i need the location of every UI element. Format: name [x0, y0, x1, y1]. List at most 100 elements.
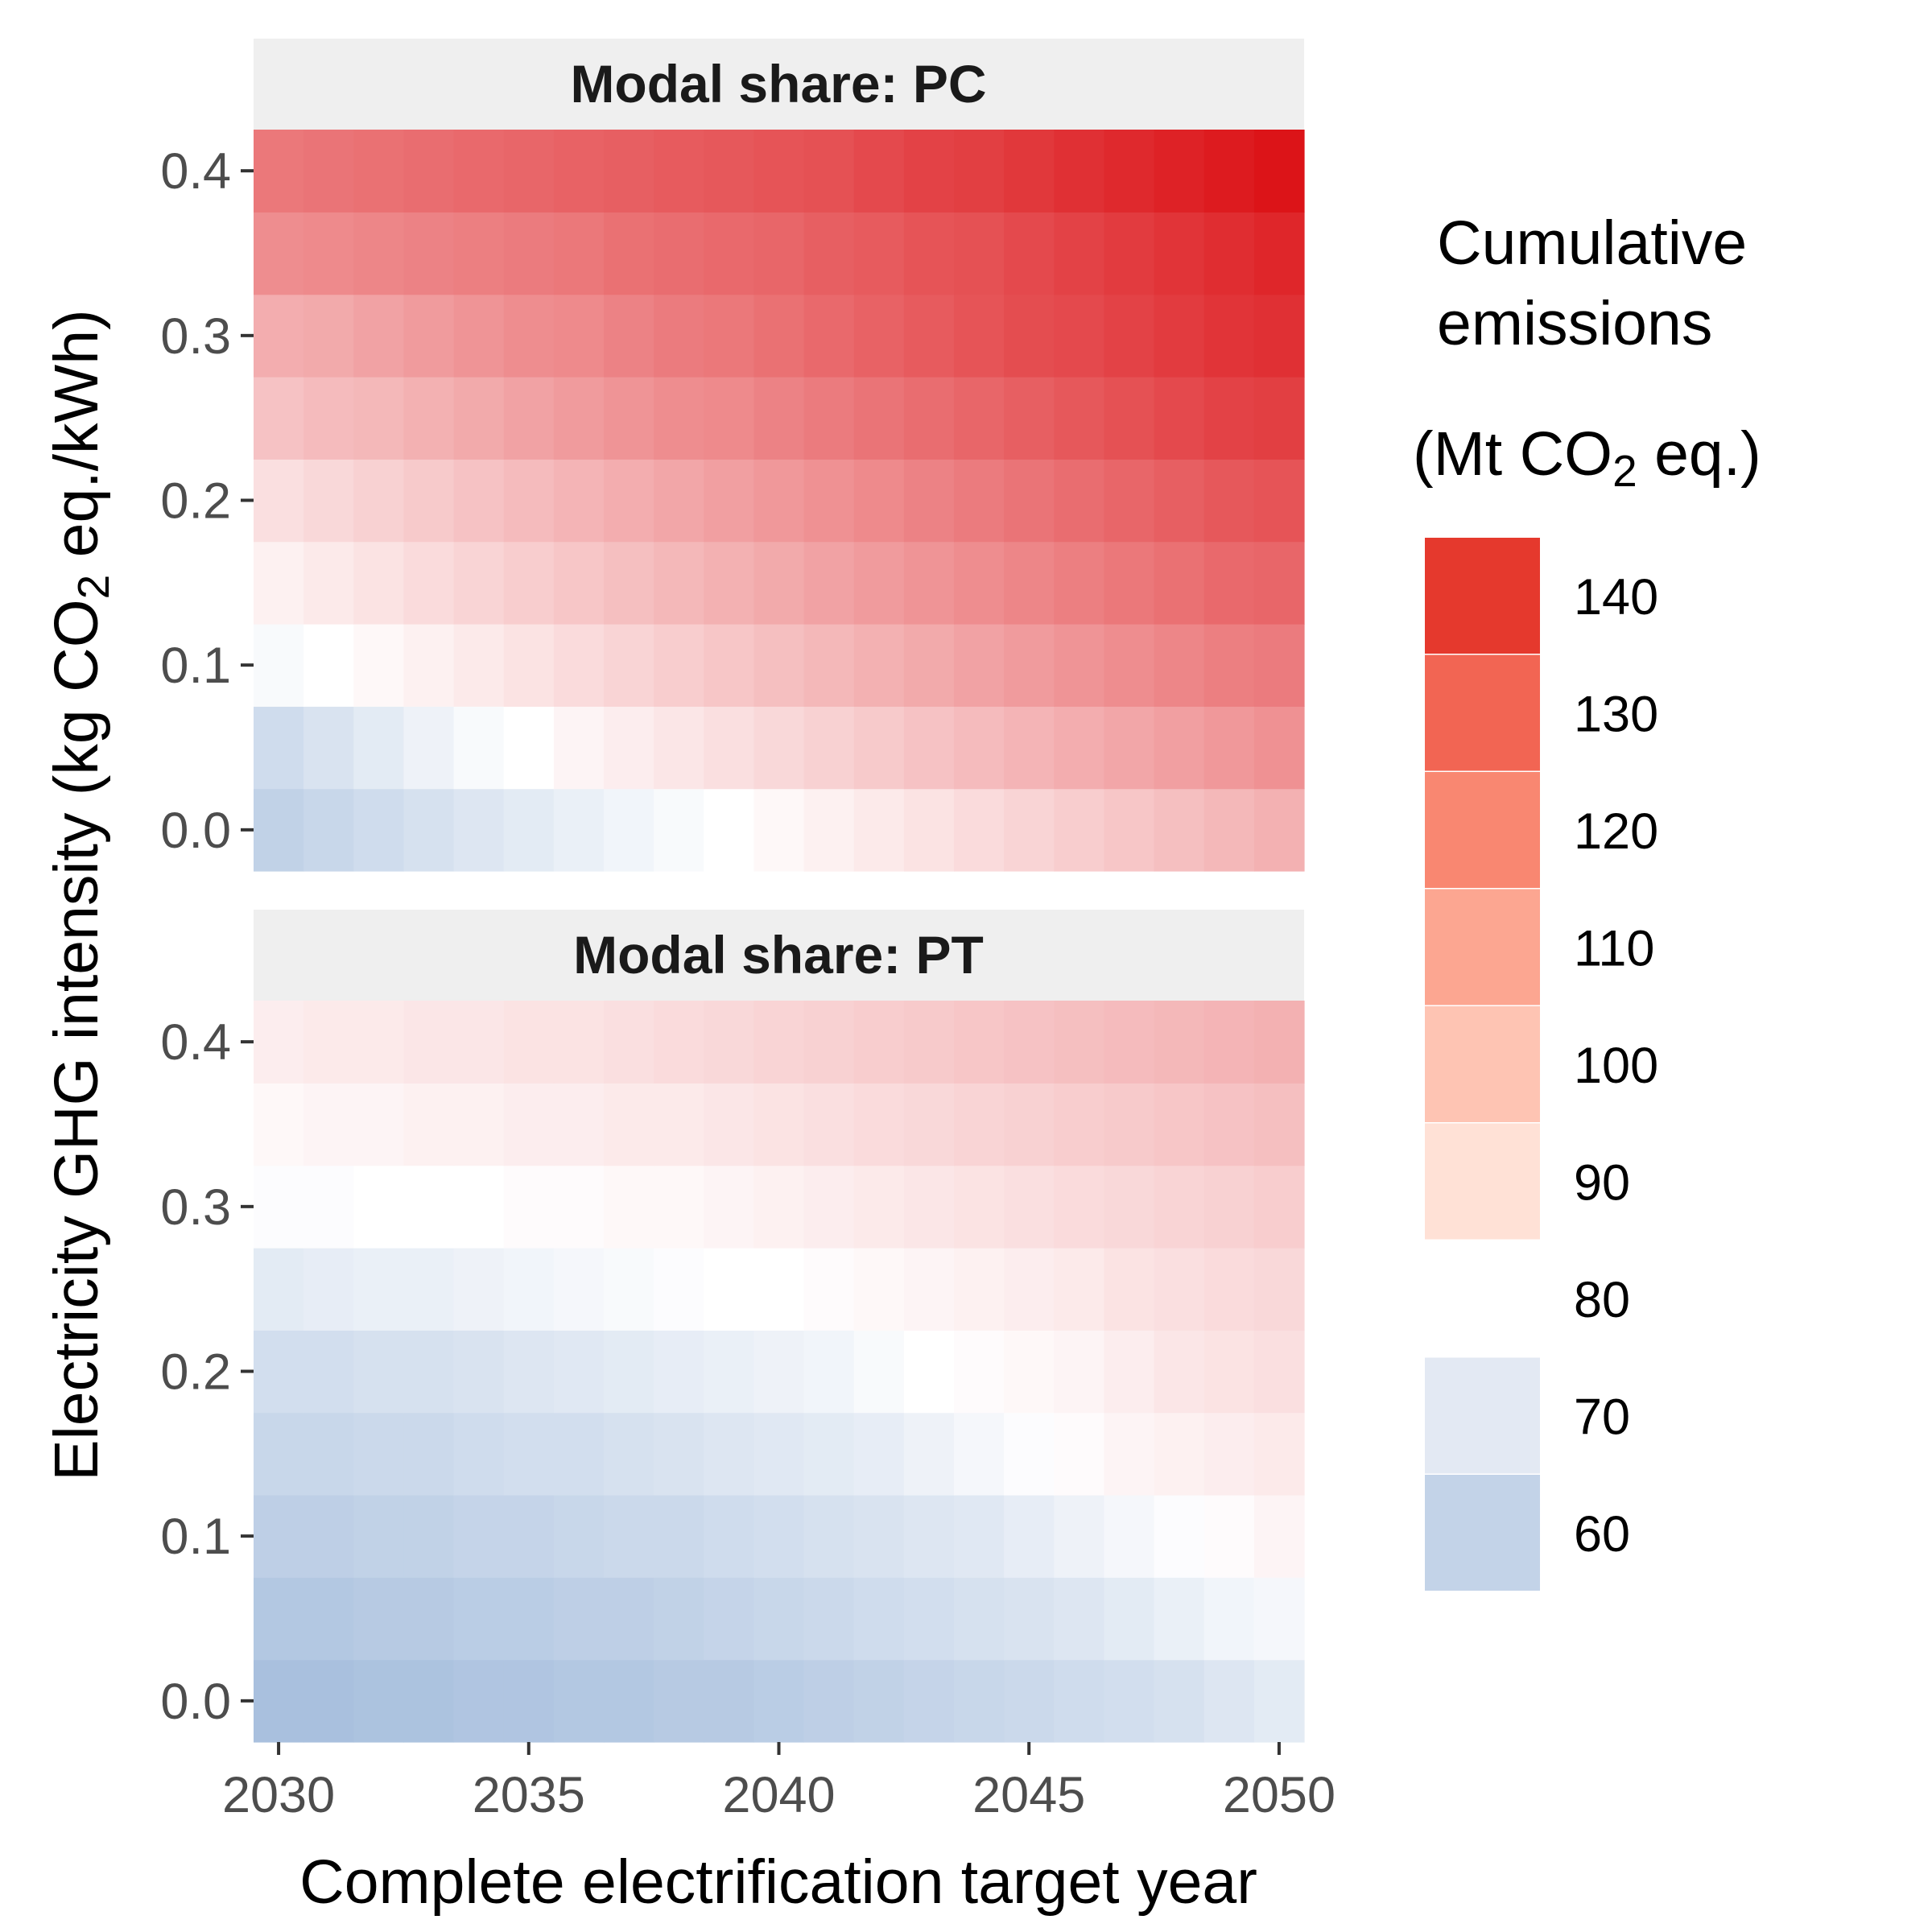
heatmap-cell	[353, 1577, 405, 1661]
heatmap-cell	[553, 541, 605, 625]
heatmap-cell	[403, 1659, 455, 1743]
heatmap-cell	[903, 1495, 955, 1578]
heatmap-cell	[1253, 624, 1305, 707]
heatmap-cell	[1054, 1412, 1105, 1496]
heatmap-cell	[403, 1330, 455, 1414]
legend-label: 90	[1574, 1154, 1630, 1211]
heatmap-cell	[654, 1248, 704, 1331]
heatmap-cell	[753, 294, 805, 378]
heatmap-cell	[753, 788, 805, 872]
heatmap-cell	[403, 624, 455, 707]
heatmap-cell	[353, 1248, 405, 1331]
heatmap-cell	[1054, 377, 1105, 460]
heatmap-cell	[1154, 130, 1205, 213]
heatmap-cell	[553, 459, 605, 543]
heatmap-cell	[1154, 212, 1205, 295]
heatmap-cell	[353, 377, 405, 460]
heatmap-cell	[654, 377, 704, 460]
heatmap-cell	[1253, 1083, 1305, 1166]
heatmap-cell	[303, 1083, 354, 1166]
heatmap-cell	[1104, 1330, 1155, 1414]
heatmap-cell	[1154, 1577, 1205, 1661]
heatmap-cell	[353, 459, 405, 543]
heatmap-cell	[353, 1165, 405, 1249]
heatmap-cell	[1154, 1083, 1205, 1166]
heatmap-cell	[654, 1165, 704, 1249]
x-tick-label: 2035	[473, 1767, 585, 1823]
heatmap-cell	[753, 1165, 805, 1249]
legend-unit-subscript: 2	[1612, 446, 1637, 496]
legend-unit-part1: (Mt CO	[1413, 419, 1612, 489]
heatmap-cell	[853, 1577, 905, 1661]
heatmap-cell	[453, 1495, 505, 1578]
heatmap-cell	[303, 1412, 354, 1496]
legend-unit-part2: eq.)	[1637, 419, 1761, 489]
heatmap-cell	[654, 1577, 704, 1661]
x-axis-title: Complete electrification target year	[299, 1847, 1257, 1917]
heatmap-cell	[1253, 788, 1305, 872]
heatmap-cell	[1104, 1083, 1155, 1166]
heatmap-cell	[353, 1001, 405, 1084]
heatmap-cell	[303, 788, 354, 872]
heatmap-cell	[453, 1165, 505, 1249]
heatmap-cell	[853, 1248, 905, 1331]
heatmap-cell	[903, 294, 955, 378]
strip-pc-label: Modal share: PC	[570, 54, 986, 114]
heatmap-cell	[1054, 130, 1105, 213]
heatmap-cell	[803, 788, 855, 872]
heatmap-cell	[1154, 459, 1205, 543]
heatmap-cell	[704, 294, 755, 378]
heatmap-cell	[903, 459, 955, 543]
heatmap-cell	[553, 1248, 605, 1331]
heatmap-cell	[654, 624, 704, 707]
heatmap-cell	[254, 1330, 304, 1414]
heatmap-cell	[753, 1001, 805, 1084]
legend-unit: (Mt CO2 eq.)	[1413, 419, 1761, 496]
heatmap-cell	[1004, 1412, 1055, 1496]
heatmap-cell	[1054, 1248, 1105, 1331]
legend-key	[1425, 1475, 1540, 1591]
heatmap-cell	[704, 788, 755, 872]
heatmap-cell	[1104, 130, 1155, 213]
heatmap-cell	[954, 706, 1005, 790]
heatmap-cell	[503, 294, 555, 378]
heatmap-cell	[903, 1001, 955, 1084]
heatmap-cell	[453, 1083, 505, 1166]
heatmap-cell	[1203, 541, 1255, 625]
heatmap-cell	[1203, 130, 1255, 213]
heatmap-cell	[403, 1248, 455, 1331]
heatmap-cell	[1004, 294, 1055, 378]
heatmap-cell	[1004, 1083, 1055, 1166]
panel-pc: Modal share: PC 0.0 0.1 0.2 0.3 0.4	[160, 39, 1305, 872]
heatmap-cell	[1054, 788, 1105, 872]
heatmap-cell	[553, 1659, 605, 1743]
heatmap-cell	[853, 1495, 905, 1578]
legend-key	[1425, 654, 1540, 771]
heatmap-cell	[303, 541, 354, 625]
heatmap-cell	[1154, 1248, 1205, 1331]
x-axis: 2030 2035 2040 2045 2050	[222, 1742, 1335, 1823]
heatmap-cell	[553, 788, 605, 872]
heatmap-cell	[803, 212, 855, 295]
heatmap-cell	[903, 624, 955, 707]
y-tick-label: 0.1	[160, 638, 231, 694]
y-axis-title: Electricity GHG intensity (kg CO2 eq./kW…	[42, 309, 118, 1480]
heatmap-cell	[453, 1412, 505, 1496]
heatmap-cell	[1203, 1577, 1255, 1661]
strip-pt-label: Modal share: PT	[573, 925, 984, 985]
heatmap-cell	[1203, 1001, 1255, 1084]
heatmap-cell	[954, 130, 1005, 213]
heatmap-cell	[903, 377, 955, 460]
heatmap-cell	[903, 541, 955, 625]
heatmap-cell	[654, 1659, 704, 1743]
y-axis-title-subscript: 2	[68, 575, 118, 600]
y-tick-label: 0.3	[160, 1179, 231, 1236]
heatmap-cell	[1154, 541, 1205, 625]
heatmap-cell	[853, 294, 905, 378]
heatmap-cell	[553, 1577, 605, 1661]
heatmap-cell	[503, 1248, 555, 1331]
heatmap-cell	[753, 1083, 805, 1166]
heatmap-cell	[654, 1412, 704, 1496]
heatmap-cell	[753, 1577, 805, 1661]
heatmap-cell	[654, 212, 704, 295]
